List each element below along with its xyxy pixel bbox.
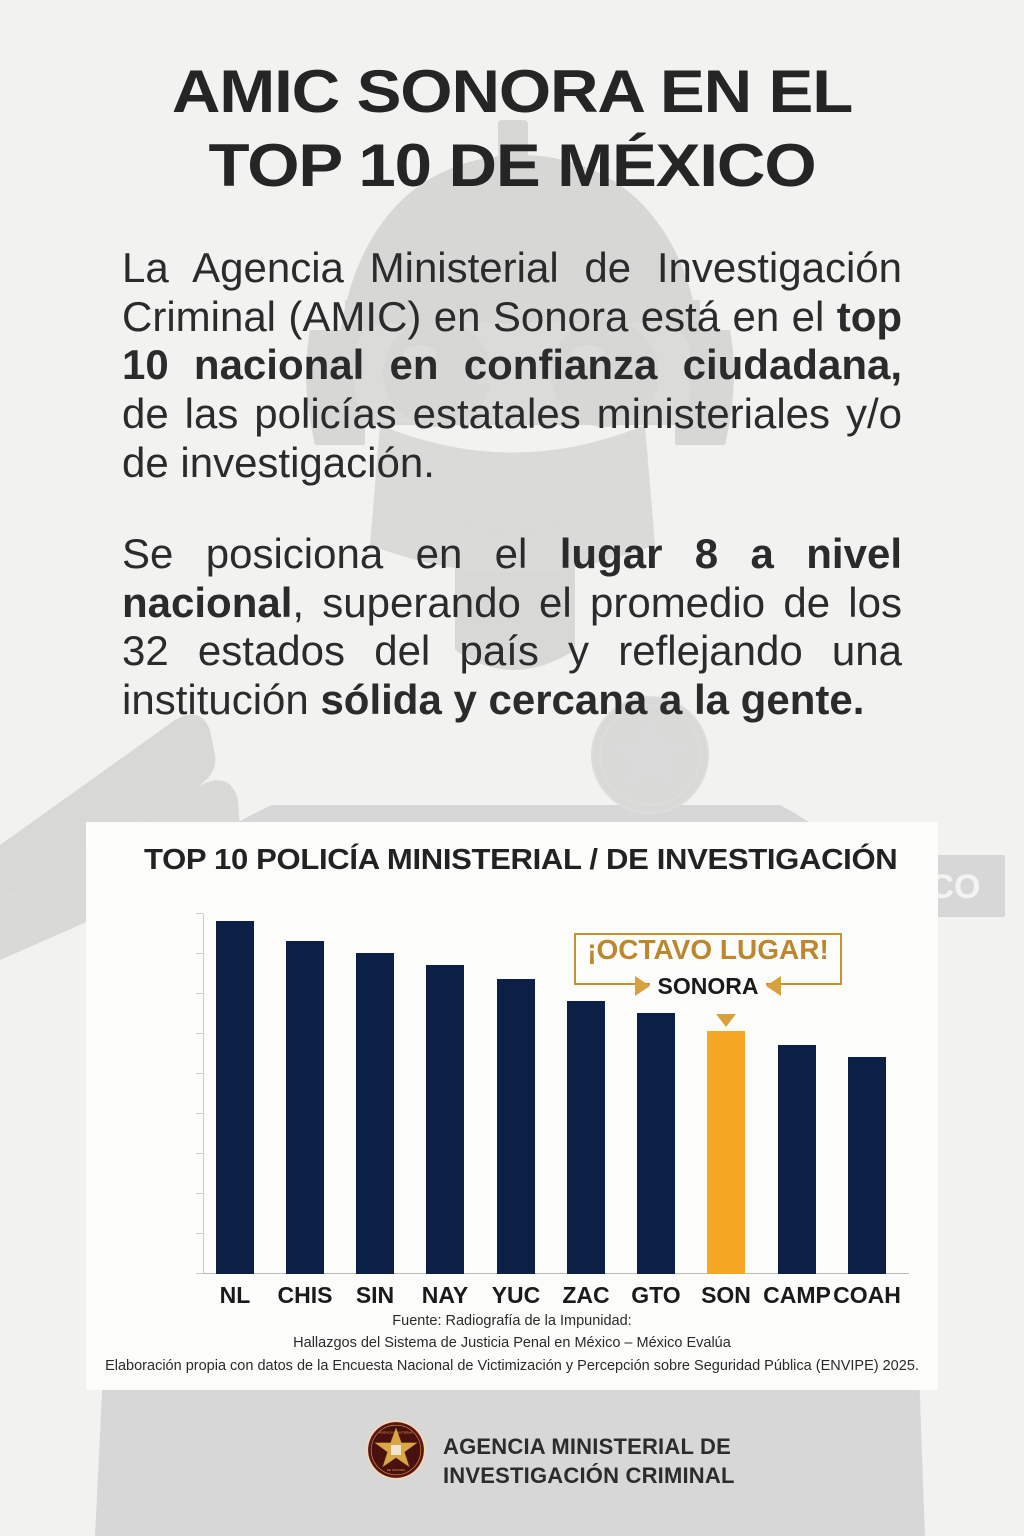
svg-text:DE SONORA: DE SONORA <box>387 1468 407 1472</box>
svg-text:AGENCIA MINISTERIAL: AGENCIA MINISTERIAL <box>379 1430 413 1434</box>
